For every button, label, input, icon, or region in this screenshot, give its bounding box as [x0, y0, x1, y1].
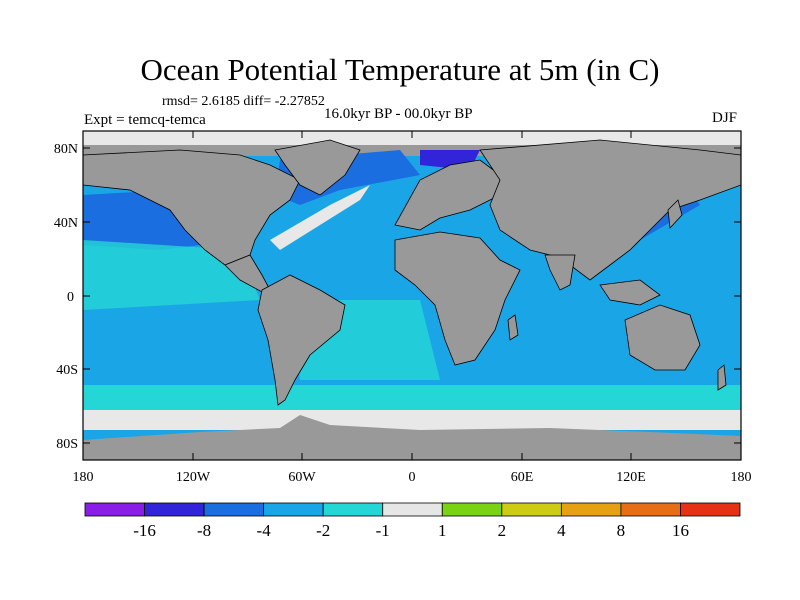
colorbar-label: -4	[257, 521, 272, 540]
southern-sea-ice	[83, 410, 741, 430]
colorbar-swatch	[501, 502, 562, 517]
map-plot-area	[83, 131, 741, 460]
colorbar: -16 -8 -4 -2 -1 1 2 4 8 16	[84, 502, 741, 540]
maritime-continent	[599, 279, 661, 306]
plot-title: Ocean Potential Temperature at 5m (in C)	[140, 52, 660, 87]
lon-tick-0: 0	[409, 470, 416, 485]
japan	[667, 199, 683, 229]
colorbar-label: 1	[438, 521, 447, 540]
madagascar	[507, 314, 519, 341]
asia	[479, 139, 741, 281]
colorbar-swatch	[441, 502, 503, 517]
colorbar-label: 4	[557, 521, 566, 540]
antarctica	[83, 415, 741, 460]
lon-tick-60w: 60W	[288, 470, 316, 485]
colorbar-swatch	[322, 502, 384, 517]
colorbar-label: -1	[376, 521, 390, 540]
india	[544, 254, 576, 291]
colorbar-swatch	[84, 502, 145, 517]
new-zealand	[717, 364, 727, 391]
colorbar-label: -8	[197, 521, 211, 540]
lat-tick-40n: 40N	[54, 216, 78, 231]
colorbar-swatch	[144, 502, 205, 517]
lon-tick-120w: 120W	[176, 470, 211, 485]
colorbar-swatch	[203, 502, 265, 517]
experiment-label: Expt = temcq-temca	[84, 112, 206, 128]
lon-tick-120e: 120E	[616, 470, 646, 485]
lat-tick-0: 0	[67, 290, 74, 305]
north-america	[83, 149, 301, 266]
south-america	[257, 274, 346, 406]
stats-label: rmsd= 2.6185 diff= -2.27852	[162, 94, 325, 109]
colorbar-swatch	[620, 502, 681, 517]
period-label: 16.0kyr BP - 00.0kyr BP	[324, 106, 473, 122]
season-label: DJF	[712, 110, 738, 126]
colorbar-label: -16	[133, 521, 156, 540]
lat-tick-40s: 40S	[56, 363, 78, 378]
colorbar-label: -2	[316, 521, 330, 540]
colorbar-label: 16	[672, 521, 689, 540]
lon-tick-180w: 180	[73, 470, 94, 485]
lon-tick-180e: 180	[731, 470, 752, 485]
lat-axis: 80N 40N 0 40S 80S	[54, 142, 741, 452]
greenland	[274, 139, 361, 196]
lon-axis: 180 120W 60W 0 60E 120E 180	[73, 131, 752, 485]
colorbar-swatch	[560, 502, 622, 517]
colorbar-swatch	[263, 502, 324, 517]
gulf-stream-anomaly	[270, 185, 370, 250]
africa	[394, 231, 521, 366]
lat-tick-80s: 80S	[56, 437, 78, 452]
colorbar-label: 2	[498, 521, 507, 540]
colorbar-swatch	[382, 502, 443, 517]
australia	[624, 304, 701, 371]
colorbar-label: 8	[617, 521, 626, 540]
lon-tick-60e: 60E	[511, 470, 534, 485]
lat-tick-80n: 80N	[54, 142, 78, 157]
colorbar-swatch	[680, 502, 741, 517]
